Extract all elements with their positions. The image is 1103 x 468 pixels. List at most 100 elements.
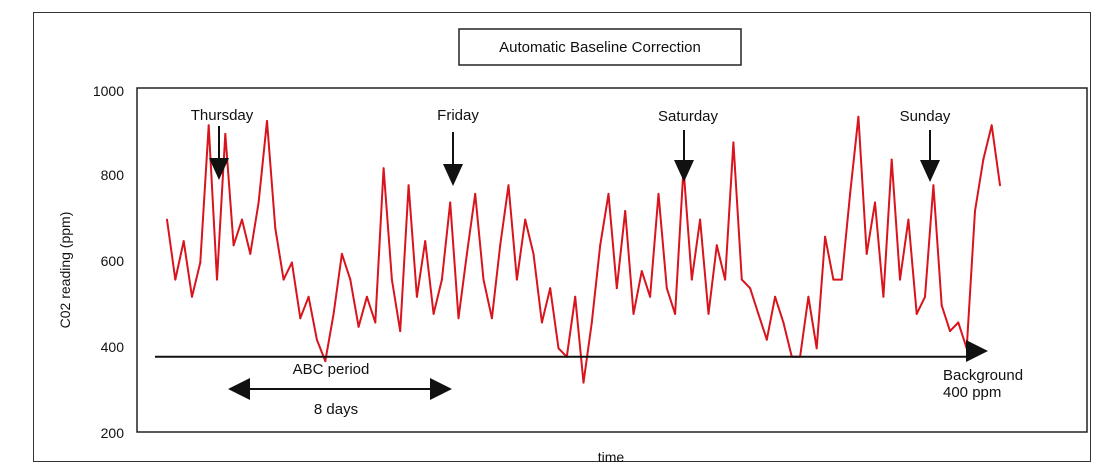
data-point bbox=[574, 295, 577, 298]
data-point bbox=[207, 124, 210, 127]
data-point bbox=[557, 347, 560, 350]
data-point bbox=[599, 244, 602, 247]
data-point bbox=[607, 192, 610, 195]
data-point bbox=[999, 184, 1001, 187]
data-point bbox=[399, 330, 402, 333]
data-point bbox=[757, 312, 760, 315]
background-value-label: 400 ppm bbox=[943, 384, 1001, 401]
data-point bbox=[440, 278, 443, 281]
day-arrowhead bbox=[209, 158, 229, 180]
data-point bbox=[732, 141, 735, 144]
data-point bbox=[465, 252, 468, 255]
y-axis-label: C02 reading (ppm) bbox=[57, 212, 73, 329]
day-label: Saturday bbox=[658, 108, 719, 125]
data-point bbox=[524, 218, 527, 221]
data-point bbox=[415, 295, 418, 298]
data-point bbox=[882, 295, 885, 298]
day-annotation-thursday: Thursday bbox=[191, 107, 254, 180]
data-point bbox=[915, 312, 918, 315]
data-point bbox=[290, 261, 293, 264]
data-point bbox=[849, 192, 852, 195]
data-point bbox=[357, 325, 360, 328]
data-point bbox=[865, 252, 868, 255]
data-point bbox=[482, 278, 485, 281]
data-point bbox=[840, 278, 843, 281]
data-point bbox=[899, 278, 901, 281]
data-point bbox=[832, 278, 835, 281]
data-point bbox=[649, 295, 652, 298]
data-point bbox=[932, 184, 935, 187]
data-point bbox=[724, 278, 727, 281]
data-point bbox=[332, 312, 335, 315]
y-tick-label: 600 bbox=[101, 253, 125, 269]
data-point bbox=[241, 218, 243, 221]
data-point bbox=[424, 240, 427, 243]
data-point bbox=[990, 124, 993, 127]
data-point bbox=[590, 321, 593, 324]
co2-series-line bbox=[166, 115, 1001, 384]
data-point bbox=[890, 158, 893, 161]
data-point bbox=[515, 278, 518, 281]
abc-period-label: ABC period bbox=[293, 361, 370, 378]
data-point bbox=[174, 278, 177, 281]
y-tick-label: 1000 bbox=[93, 83, 124, 99]
data-point bbox=[715, 244, 718, 247]
data-point bbox=[182, 240, 185, 243]
x-axis-label: time bbox=[598, 449, 625, 465]
data-point bbox=[940, 304, 943, 307]
data-point bbox=[490, 317, 493, 320]
day-arrowhead bbox=[674, 160, 694, 182]
data-point bbox=[615, 287, 618, 290]
abc-period-arrowhead-right bbox=[430, 378, 452, 400]
y-axis: 1000 800 600 400 200 bbox=[93, 83, 124, 441]
data-point bbox=[674, 312, 677, 315]
data-point bbox=[457, 317, 460, 320]
abc-period-arrowhead-left bbox=[228, 378, 250, 400]
data-point bbox=[274, 227, 277, 230]
data-point bbox=[432, 312, 435, 315]
data-point bbox=[299, 317, 302, 320]
data-point bbox=[632, 312, 635, 315]
data-point bbox=[407, 184, 410, 187]
data-point bbox=[690, 278, 693, 281]
data-point bbox=[282, 278, 285, 281]
data-point bbox=[315, 338, 318, 341]
data-point bbox=[707, 312, 710, 315]
data-point bbox=[640, 270, 643, 273]
data-point bbox=[374, 321, 377, 324]
data-point bbox=[324, 360, 327, 363]
data-point bbox=[224, 132, 227, 135]
day-label: Thursday bbox=[191, 107, 254, 124]
data-point bbox=[257, 201, 260, 204]
data-point bbox=[824, 235, 827, 238]
data-point bbox=[857, 115, 860, 118]
data-point bbox=[982, 158, 985, 161]
background-label: Background bbox=[943, 367, 1023, 384]
y-tick-label: 200 bbox=[101, 425, 125, 441]
data-point bbox=[216, 278, 218, 281]
data-point bbox=[540, 321, 543, 324]
data-point bbox=[191, 295, 193, 298]
y-tick-label: 800 bbox=[101, 167, 125, 183]
day-label: Friday bbox=[437, 107, 479, 124]
chart-frame bbox=[33, 12, 1091, 462]
data-point bbox=[365, 295, 368, 298]
data-point bbox=[665, 287, 668, 290]
data-point bbox=[924, 295, 926, 298]
data-point bbox=[749, 287, 752, 290]
chart-title: Automatic Baseline Correction bbox=[499, 39, 701, 56]
data-point bbox=[499, 244, 502, 247]
data-point bbox=[449, 201, 452, 204]
chart-title-box bbox=[458, 28, 742, 66]
data-point bbox=[549, 287, 552, 290]
data-point bbox=[782, 321, 785, 324]
background-arrowhead bbox=[966, 340, 988, 362]
day-annotation-friday: Friday bbox=[437, 107, 479, 186]
data-point bbox=[474, 192, 477, 195]
day-arrowhead bbox=[443, 164, 463, 186]
day-arrowhead bbox=[920, 160, 940, 182]
data-point bbox=[507, 184, 510, 187]
plot-area bbox=[136, 87, 1088, 433]
data-point bbox=[232, 244, 235, 247]
data-point bbox=[807, 295, 810, 298]
